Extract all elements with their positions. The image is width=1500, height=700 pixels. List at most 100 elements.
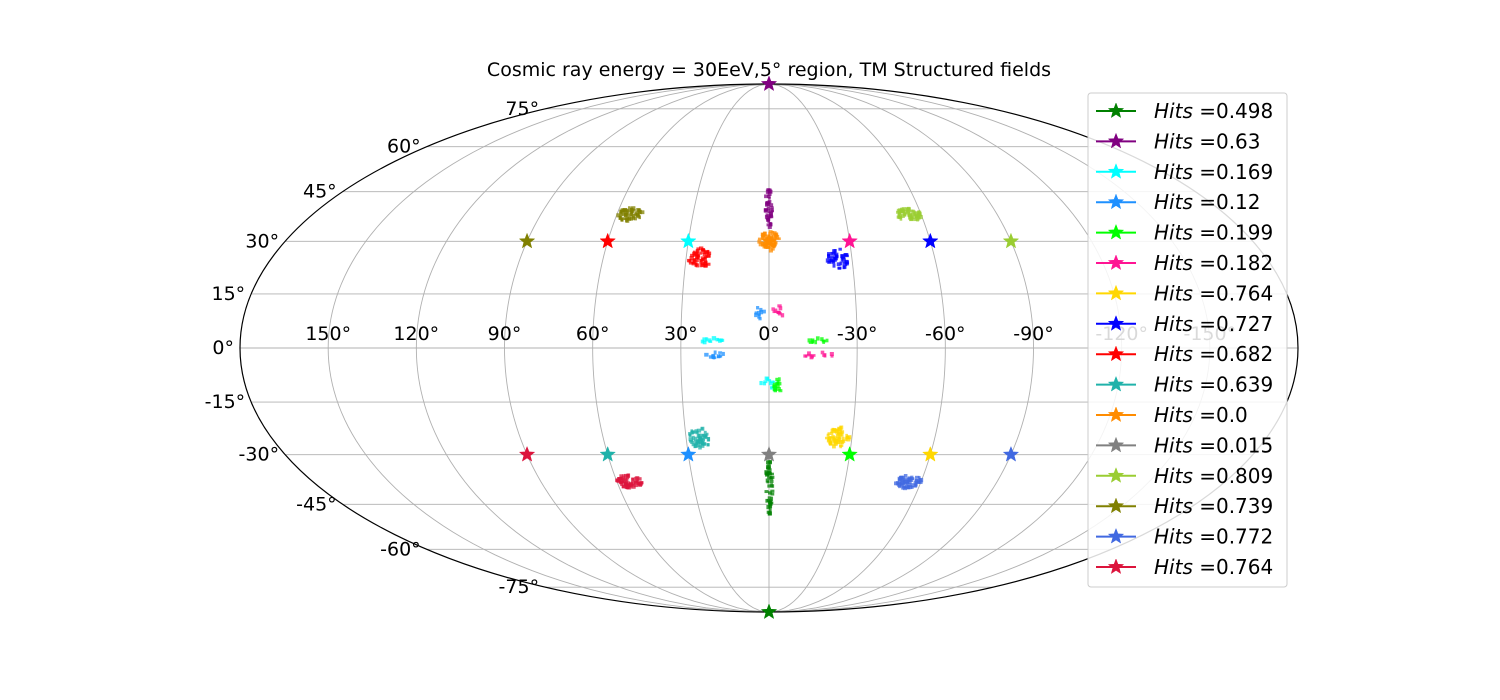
arrival-point — [908, 215, 912, 220]
arrival-point — [820, 337, 824, 342]
arrival-point — [772, 242, 776, 246]
arrival-point — [766, 480, 770, 484]
arrival-point — [770, 501, 774, 505]
legend-entry: Hits =0.809 — [1096, 464, 1273, 488]
arrival-point — [637, 477, 642, 481]
arrival-point — [696, 247, 701, 251]
arrival-point — [772, 310, 776, 314]
longitude-tick-label: 90° — [488, 323, 522, 345]
arrival-point — [815, 336, 820, 341]
arrival-point — [778, 306, 783, 311]
arrival-point — [915, 217, 920, 221]
arrival-point — [716, 338, 721, 341]
arrival-point — [823, 353, 827, 358]
arrival-point — [916, 213, 920, 217]
arrival-point — [766, 246, 771, 249]
arrival-point — [711, 336, 717, 341]
arrival-point — [770, 386, 773, 390]
source-star-marker — [760, 603, 778, 620]
legend-label: Hits =0.199 — [1154, 221, 1273, 245]
latitude-tick-label: 0° — [212, 337, 234, 359]
arrival-point — [770, 206, 774, 210]
arrival-point — [631, 213, 635, 219]
arrival-point — [803, 354, 808, 358]
arrival-point — [688, 432, 691, 436]
arrival-point — [762, 243, 766, 249]
arrival-point — [626, 213, 631, 218]
arrival-point — [766, 377, 770, 382]
arrival-point — [828, 435, 833, 439]
arrival-point — [767, 225, 772, 229]
arrival-point — [835, 254, 839, 258]
arrival-point — [839, 444, 844, 447]
arrival-point — [707, 338, 712, 343]
arrival-point — [771, 307, 775, 311]
arrival-point — [906, 208, 911, 213]
latitude-tick-label: -30° — [239, 444, 280, 466]
source-star-marker — [680, 445, 697, 462]
legend-label: Hits =0.169 — [1154, 160, 1273, 184]
arrival-point — [769, 222, 773, 227]
arrival-point — [769, 203, 774, 207]
arrival-point — [701, 434, 707, 437]
legend-entry: Hits =0.764 — [1096, 281, 1273, 305]
longitude-tick-label: -30° — [837, 323, 878, 345]
arrival-point — [696, 433, 702, 438]
legend-entry: Hits =0.199 — [1096, 221, 1273, 245]
arrival-point — [763, 231, 767, 236]
arrival-point — [911, 485, 914, 489]
arrival-point — [766, 471, 771, 476]
arrival-point — [780, 313, 785, 318]
arrival-point — [896, 215, 900, 219]
arrival-point — [842, 262, 848, 267]
arrival-point — [827, 253, 831, 259]
arrival-point — [910, 475, 914, 479]
arrival-point — [627, 483, 632, 488]
arrival-point — [840, 258, 844, 261]
arrival-point — [707, 436, 711, 442]
arrival-point — [688, 437, 693, 442]
arrival-point — [772, 384, 777, 388]
arrival-point — [776, 387, 781, 391]
latitude-tick-label: 30° — [245, 230, 279, 252]
arrival-point — [700, 443, 705, 448]
arrival-point — [768, 491, 772, 495]
arrival-point — [898, 214, 903, 218]
legend-star-marker — [1107, 497, 1125, 514]
arrival-point — [718, 351, 723, 354]
arrival-point — [703, 250, 709, 254]
arrival-point — [757, 239, 762, 244]
chart-title: Cosmic ray energy = 30EeV,5° region, TM … — [487, 59, 1051, 81]
arrival-point — [708, 355, 713, 359]
arrival-point — [811, 354, 816, 357]
legend-star-marker — [1107, 254, 1125, 271]
arrival-point — [825, 258, 830, 263]
source-star-marker — [518, 232, 536, 249]
legend-entry: Hits =0.682 — [1096, 342, 1273, 366]
arrival-point — [829, 257, 833, 262]
arrival-point — [769, 245, 772, 249]
arrival-point — [903, 474, 908, 478]
arrival-point — [702, 341, 707, 345]
arrival-point — [757, 310, 761, 316]
legend-star-marker — [1107, 467, 1125, 483]
arrival-point — [897, 482, 901, 486]
arrival-point — [706, 443, 710, 447]
arrival-point — [767, 468, 772, 473]
arrival-point — [764, 470, 768, 475]
legend-label: Hits =0.12 — [1154, 190, 1261, 214]
arrival-point — [623, 213, 629, 217]
arrival-point — [716, 354, 720, 359]
arrival-point — [626, 484, 630, 489]
arrival-point — [756, 306, 760, 310]
arrival-point — [764, 208, 768, 211]
arrival-point — [833, 257, 837, 262]
latitude-tick-label: -75° — [499, 576, 540, 598]
legend-star-marker — [1107, 193, 1125, 210]
arrival-point — [765, 213, 769, 218]
arrival-point — [911, 209, 915, 214]
arrival-point — [767, 194, 771, 199]
arrival-point — [624, 482, 628, 486]
arrival-point — [768, 460, 772, 465]
arrival-point — [688, 259, 692, 263]
